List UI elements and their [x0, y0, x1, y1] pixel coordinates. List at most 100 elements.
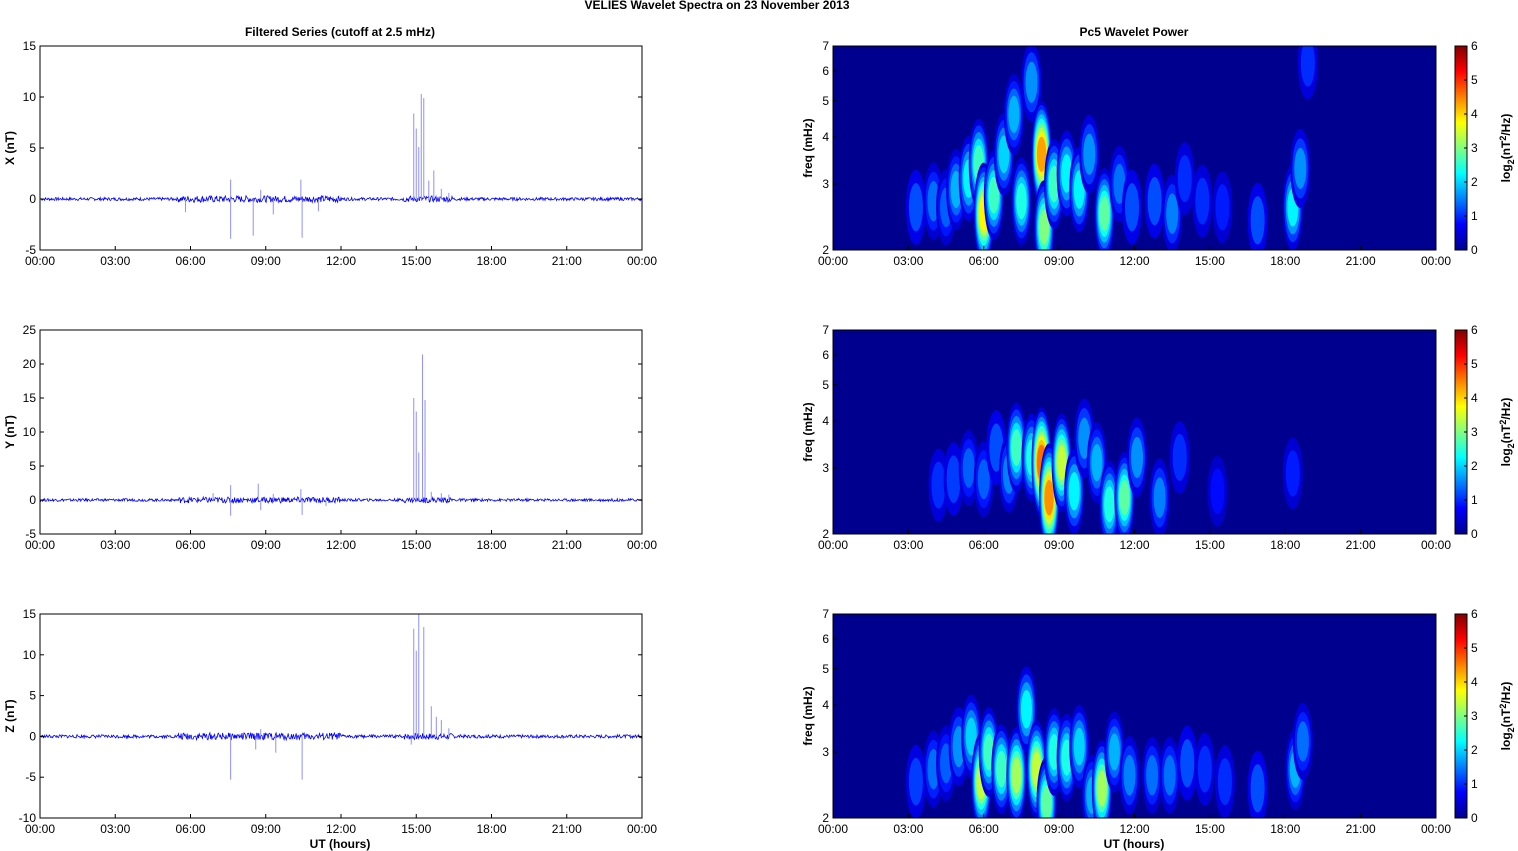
spectrum-blob — [1078, 417, 1091, 459]
spectrum-blob — [962, 448, 975, 488]
colorbar-label-part: (nT — [1499, 708, 1513, 727]
spectrum-blob — [908, 183, 923, 232]
ytick-label: 25 — [23, 323, 37, 337]
spectrum-ytick-label: 3 — [822, 745, 829, 759]
spectrum-blob — [1163, 755, 1176, 796]
spectrum-xtick-label: 21:00 — [1346, 822, 1376, 836]
series-xtick-label: 06:00 — [175, 538, 205, 552]
colorbar-label-part: 2 — [1506, 443, 1516, 448]
colorbar-tick-label: 4 — [1471, 391, 1478, 405]
spectrum-ytick-label: 2 — [822, 527, 829, 541]
spectrum-blob — [983, 733, 994, 771]
ytick-label: -5 — [25, 770, 36, 784]
spectrum-xtick-label: 03:00 — [893, 254, 923, 268]
colorbar-label-part: (nT — [1499, 424, 1513, 443]
spectrum-blob — [1300, 46, 1315, 87]
spectrum-ytick-label: 6 — [822, 64, 829, 78]
spectrum-xtick-label: 15:00 — [1195, 822, 1225, 836]
series-xtick-label: 09:00 — [251, 254, 281, 268]
spectrum-blob — [1091, 444, 1103, 482]
spectrum-blob — [1020, 689, 1032, 729]
spectrum-ytick-label: 3 — [822, 461, 829, 475]
spectrum-xtick-label: 18:00 — [1270, 538, 1300, 552]
spectrum-xtick-label: 09:00 — [1044, 822, 1074, 836]
ytick-label: 0 — [29, 729, 36, 743]
series-panel-y: -5 0 5 10 15 20 25 00:00 03:00 06:00 09:00 12:00 15:… — [3, 323, 657, 552]
ytick-label: -10 — [19, 811, 37, 825]
spectrum-blob — [1294, 147, 1307, 190]
series-xtick-label: 09:00 — [251, 822, 281, 836]
series-xtick-label: 15:00 — [401, 538, 431, 552]
spectrum-xtick-label: 00:00 — [1421, 538, 1451, 552]
spectrum-blob — [977, 459, 990, 500]
colorbar-tick-label: 5 — [1471, 641, 1478, 655]
colorbar-tick-label: 0 — [1471, 243, 1478, 257]
spectrum-xtick-label: 06:00 — [969, 254, 999, 268]
colorbar-tick-label: 5 — [1471, 357, 1478, 371]
plot-area — [40, 46, 642, 250]
colorbar-label-part: 2 — [1498, 704, 1508, 709]
series-xtick-label: 00:00 — [627, 254, 657, 268]
series-line — [39, 731, 643, 742]
spectrum-ytick-label: 7 — [822, 607, 829, 621]
left-x-axis-label: UT (hours) — [310, 837, 371, 851]
spectrum-blob — [931, 461, 946, 509]
spectrum-blob — [1008, 95, 1020, 133]
series-xtick-label: 00:00 — [25, 822, 55, 836]
plot-area — [40, 614, 642, 818]
spectrum-blob — [1113, 163, 1126, 205]
spectrum-blob — [1096, 770, 1107, 807]
spectrum-ytick-label: 2 — [822, 811, 829, 825]
colorbar-tick-label: 4 — [1471, 675, 1478, 689]
colorbar-label-part: (nT — [1499, 140, 1513, 159]
spectrum-y-axis-label: freq (mHz) — [801, 402, 815, 461]
spectrum-blobs — [905, 666, 1313, 818]
spectrum-blob — [1296, 721, 1309, 762]
spectrum-y-axis-label: freq (mHz) — [801, 118, 815, 177]
spectrum-xtick-label: 15:00 — [1195, 254, 1225, 268]
ytick-label: 10 — [23, 648, 37, 662]
spectrum-blob — [1011, 429, 1022, 466]
colorbar-tick-label: 1 — [1471, 777, 1478, 791]
series-xtick-label: 18:00 — [476, 538, 506, 552]
spectrum-xtick-label: 06:00 — [969, 822, 999, 836]
spectrum-blob — [1210, 468, 1225, 515]
spectrum-ytick-label: 5 — [822, 662, 829, 676]
series-xtick-label: 00:00 — [627, 822, 657, 836]
ytick-label: 0 — [29, 192, 36, 206]
series-xtick-label: 09:00 — [251, 538, 281, 552]
colorbar-tick-label: 3 — [1471, 425, 1478, 439]
spectrum-blob — [1153, 477, 1166, 518]
spectrum-blob — [996, 750, 1007, 788]
spectrum-xtick-label: 12:00 — [1119, 254, 1149, 268]
colorbar-label: log2(nT2/Hz) — [1498, 114, 1516, 183]
colorbar-label-part: log — [1499, 732, 1513, 750]
spectrum-blob — [1250, 196, 1265, 245]
series-xtick-label: 18:00 — [476, 822, 506, 836]
spectrum-blob — [1123, 754, 1136, 796]
spectrum-blob — [1104, 486, 1115, 523]
series-xtick-label: 12:00 — [326, 538, 356, 552]
ytick-label: 15 — [23, 391, 37, 405]
colorbar-tick-label: 2 — [1471, 175, 1478, 189]
ytick-label: 10 — [23, 90, 37, 104]
spectrum-ytick-label: 2 — [822, 243, 829, 257]
spectrum-blob — [1217, 758, 1232, 806]
series-xtick-label: 06:00 — [175, 822, 205, 836]
spectrum-ytick-label: 6 — [822, 348, 829, 362]
spectrum-xtick-label: 09:00 — [1044, 538, 1074, 552]
ytick-label: -5 — [25, 527, 36, 541]
series-panel-x: -5 0 5 10 15 00:00 03:00 06:00 09:00 12:00 15:00 18… — [3, 39, 657, 268]
series-xtick-label: 18:00 — [476, 254, 506, 268]
spectrum-blob — [988, 176, 999, 214]
series-xtick-label: 00:00 — [25, 254, 55, 268]
series-line — [39, 495, 643, 504]
colorbar-label-part: /Hz) — [1499, 398, 1513, 420]
spectrum-xtick-label: 00:00 — [1421, 822, 1451, 836]
spectrum-xtick-label: 03:00 — [893, 822, 923, 836]
spectrum-blob — [1166, 193, 1179, 234]
ytick-label: 10 — [23, 425, 37, 439]
colorbar-label: log2(nT2/Hz) — [1498, 682, 1516, 751]
